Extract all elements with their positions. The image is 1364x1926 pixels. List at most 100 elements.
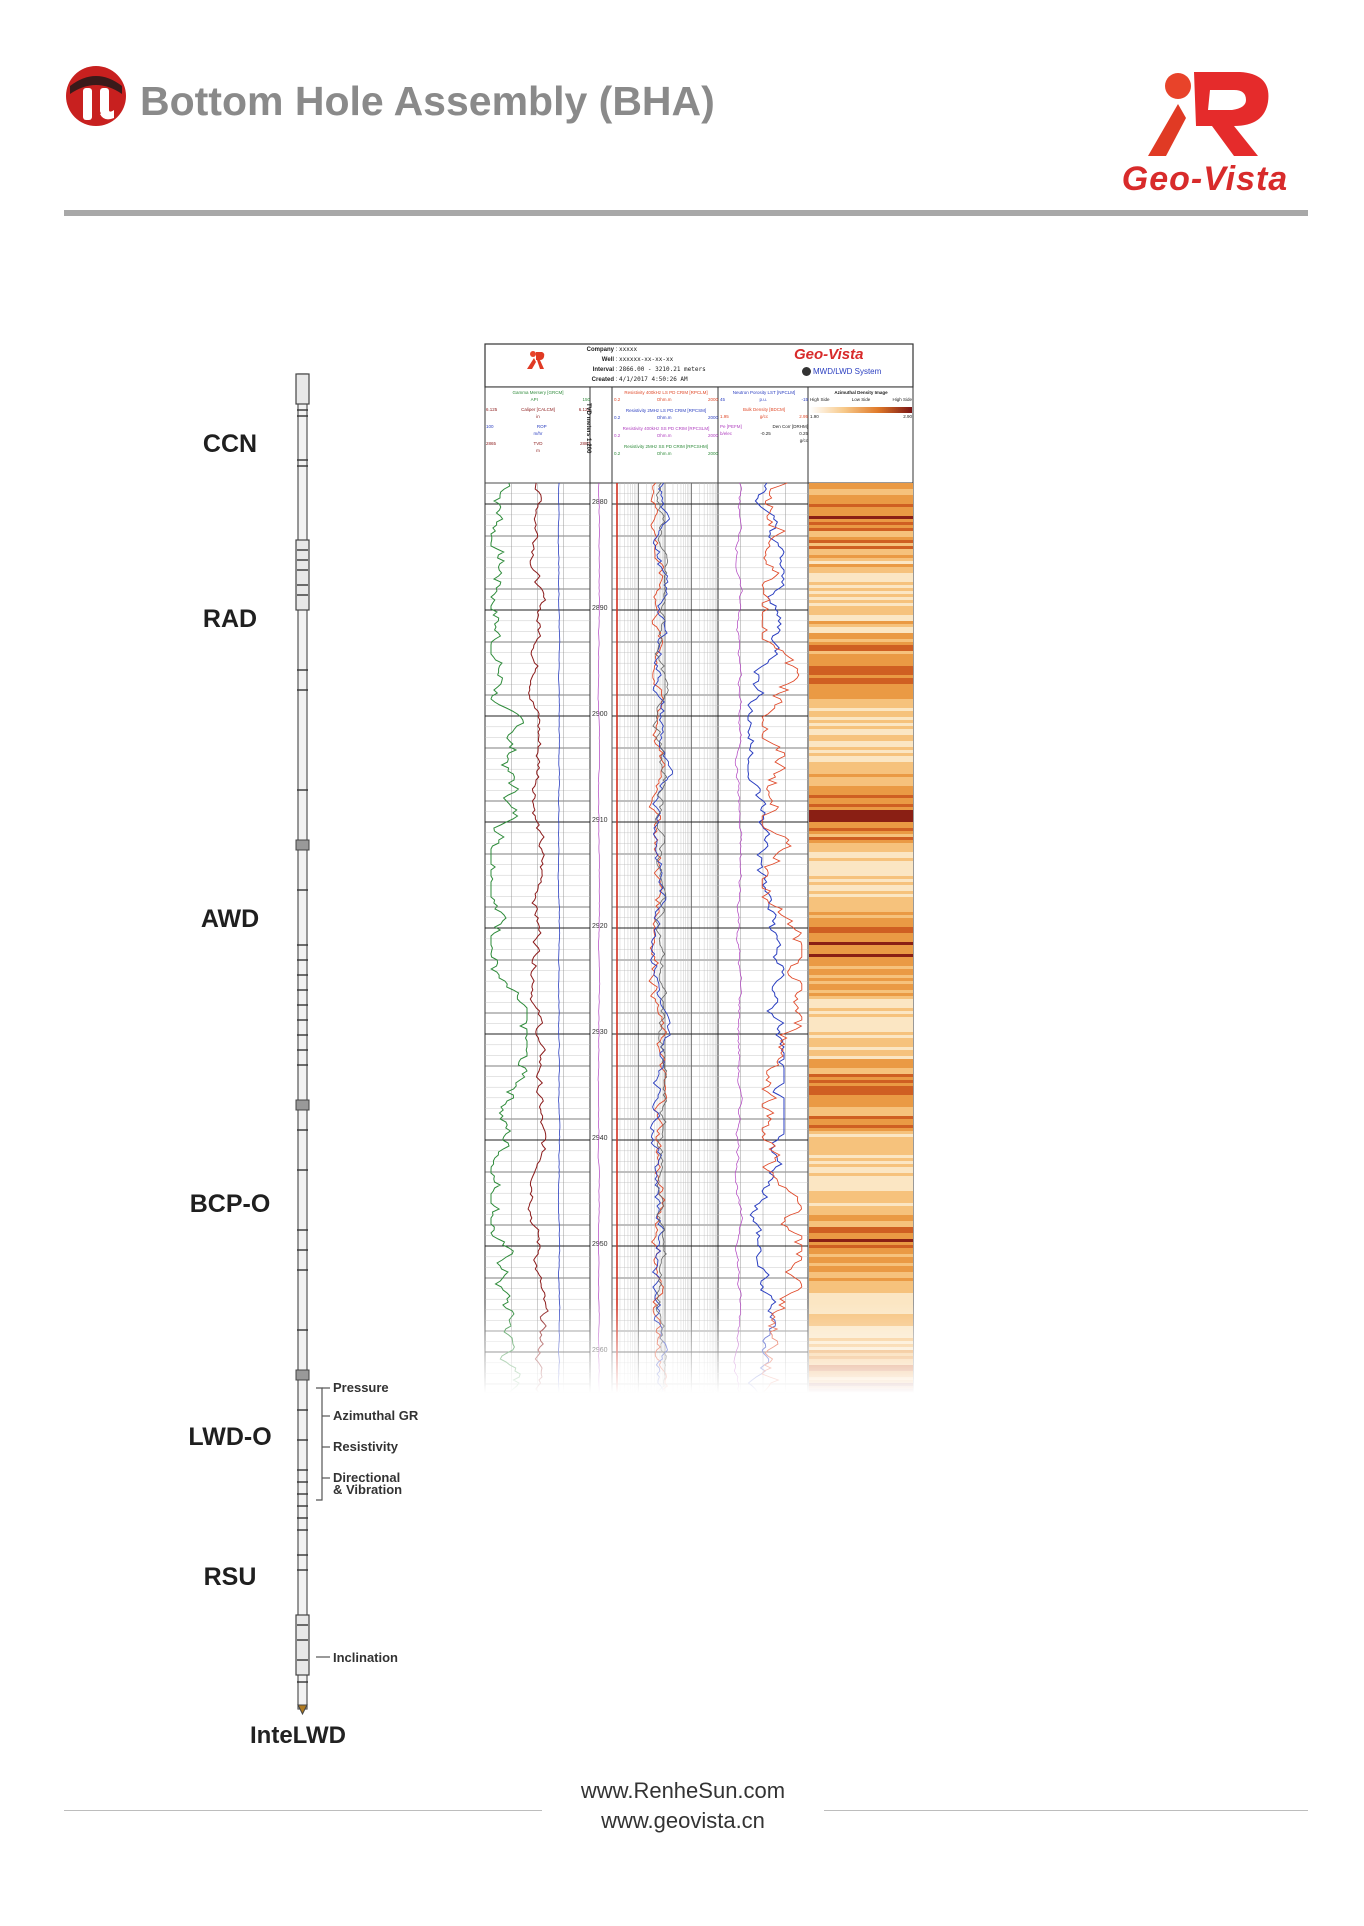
density-image-row [809, 1047, 913, 1051]
density-image-row [809, 1056, 913, 1060]
density-image-row [809, 939, 913, 943]
density-image-row [809, 732, 913, 736]
density-image-row [809, 954, 913, 958]
well-log-panel: 288028902900291029202930294029502960 Com… [484, 343, 914, 1396]
page-title: Bottom Hole Assembly (BHA) [140, 78, 715, 124]
density-image-row [809, 1164, 913, 1168]
density-image-row [809, 1041, 913, 1045]
density-image-row [809, 1269, 913, 1273]
density-image-row [809, 1032, 913, 1036]
density-image-row [809, 606, 913, 610]
curve-gamma [490, 482, 528, 1393]
density-image-row [809, 1035, 913, 1039]
density-image-row [809, 756, 913, 760]
density-image-row [809, 1101, 913, 1105]
density-image-row [809, 948, 913, 952]
density-image-row [809, 600, 913, 604]
density-image-row [809, 1257, 913, 1261]
density-image-row [809, 504, 913, 508]
density-image-row [809, 1251, 913, 1255]
depth-tick-label: 2920 [592, 923, 608, 930]
density-image-row [809, 1188, 913, 1192]
density-image-row [809, 936, 913, 940]
density-image-row [809, 744, 913, 748]
depth-tick-label: 2890 [592, 605, 608, 612]
tool-bands [297, 409, 308, 1683]
density-image-row [809, 597, 913, 601]
geovista-brand-text: Geo-Vista [1121, 160, 1289, 198]
density-image-row [809, 993, 913, 997]
density-image-row [809, 1080, 913, 1084]
footer-url-geovista[interactable]: www.geovista.cn [601, 1808, 765, 1833]
density-image-row [809, 621, 913, 625]
footer-url-renhesun[interactable]: www.RenheSun.com [580, 1778, 786, 1803]
density-image-row [809, 594, 913, 598]
density-image-row [809, 1044, 913, 1048]
density-image-row [809, 699, 913, 703]
density-image-row [809, 909, 913, 913]
density-image-row [809, 1248, 913, 1252]
density-image-row [809, 1254, 913, 1258]
density-image-row [809, 591, 913, 595]
density-image-row [809, 687, 913, 691]
density-image-row [809, 1131, 913, 1135]
density-image-row [809, 990, 913, 994]
density-image-row [809, 1023, 913, 1027]
density-image-row [809, 789, 913, 793]
density-image-row [809, 1134, 913, 1138]
well-log-svg: 288028902900291029202930294029502960 [484, 343, 914, 1396]
density-image-row [809, 540, 913, 544]
callout-bracket [316, 1387, 330, 1658]
curve-tvd [597, 482, 601, 1393]
density-image-row [809, 534, 913, 538]
density-image-row [809, 1086, 913, 1090]
density-image-row [809, 1215, 913, 1219]
callout-azimuthal-gr: Azimuthal GR [333, 1408, 419, 1423]
density-image-row [809, 1149, 913, 1153]
density-image-row [809, 879, 913, 883]
density-image-row [809, 786, 913, 790]
density-image-row [809, 849, 913, 853]
density-image-row [809, 1113, 913, 1117]
density-image-row [809, 1287, 913, 1291]
callout-directional: Directional [333, 1470, 401, 1485]
density-image-row [809, 903, 913, 907]
density-image-row [809, 570, 913, 574]
density-image-row [809, 543, 913, 547]
density-image-row [809, 783, 913, 787]
density-image-row [809, 819, 913, 823]
density-image-row [809, 1242, 913, 1246]
density-image-row [809, 495, 913, 499]
density-image-row [809, 837, 913, 841]
density-image-row [809, 585, 913, 589]
density-image-row [809, 519, 913, 523]
density-image-row [809, 888, 913, 892]
density-image-row [809, 1278, 913, 1282]
density-image-row [809, 1143, 913, 1147]
density-image-row [809, 1293, 913, 1297]
density-image-row [809, 588, 913, 592]
density-image-row [809, 684, 913, 688]
density-image-row [809, 834, 913, 838]
density-image-row [809, 708, 913, 712]
density-image-row [809, 1119, 913, 1123]
density-image-row [809, 798, 913, 802]
callout-pressure: Pressure [333, 1380, 389, 1395]
section-label-rad: RAD [202, 605, 258, 633]
density-image-row [809, 1137, 913, 1141]
density-image-row [809, 1200, 913, 1204]
section-label-bcp-o: BCP-O [189, 1190, 271, 1218]
density-image-row [809, 771, 913, 775]
density-image-row [809, 486, 913, 490]
density-image-row [809, 1020, 913, 1024]
density-image-row [809, 1152, 913, 1156]
density-image-row [809, 1179, 913, 1183]
track-header-area [484, 386, 914, 484]
density-image-row [809, 1185, 913, 1189]
curve-pe [733, 482, 743, 1393]
renhe-logo-icon [66, 66, 126, 126]
density-image-row [809, 675, 913, 679]
density-image-row [809, 1002, 913, 1006]
density-image-row [809, 723, 913, 727]
density-image-row [809, 552, 913, 556]
